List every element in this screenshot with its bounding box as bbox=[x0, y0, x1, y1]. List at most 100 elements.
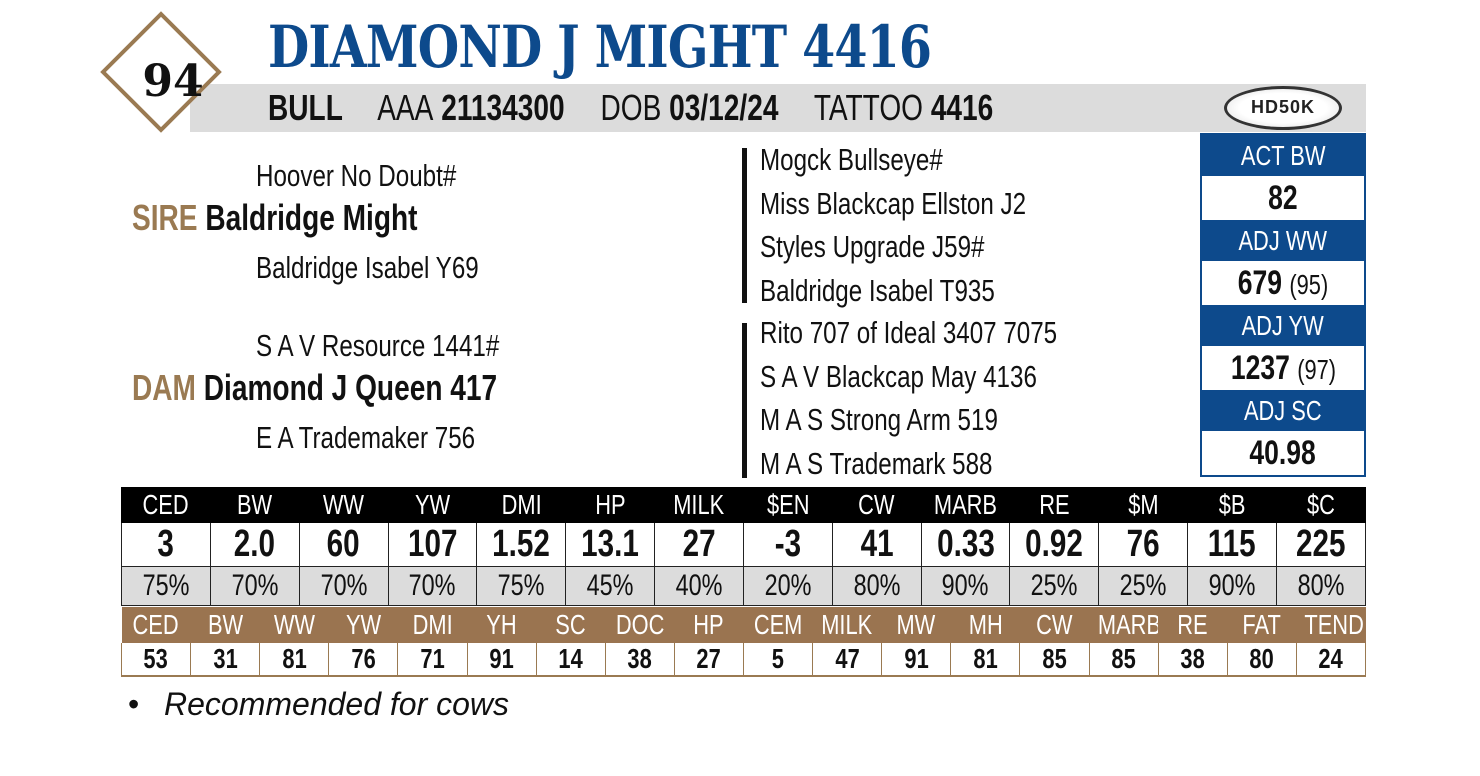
epd-percentile: 75% bbox=[476, 566, 567, 606]
rank-header: HP bbox=[674, 607, 744, 643]
performance-stats: ACT BW 82 ADJ WW 679 (95) ADJ YW 1237 (9… bbox=[1200, 133, 1366, 477]
stat-label: ADJ SC bbox=[1202, 390, 1364, 431]
epd-header: RE bbox=[1009, 487, 1100, 523]
epd-value: 76 bbox=[1098, 522, 1189, 567]
grandparent: Miss Blackcap Ellston J2 bbox=[760, 186, 1027, 221]
epd-percentile: 90% bbox=[920, 566, 1011, 606]
epd-value: 27 bbox=[654, 522, 744, 567]
epd-header: MILK bbox=[654, 487, 744, 523]
grandparent: S A V Blackcap May 4136 bbox=[760, 359, 1037, 394]
rank-value: 85 bbox=[1019, 643, 1090, 677]
rank-value: 81 bbox=[259, 643, 330, 677]
grandparent: M A S Strong Arm 519 bbox=[760, 402, 998, 437]
tattoo-label: TATTOO bbox=[813, 87, 924, 128]
epd-percentile: 20% bbox=[742, 566, 833, 606]
stat-label: ACT BW bbox=[1202, 135, 1364, 176]
dob-label: DOB bbox=[600, 87, 662, 128]
pedigree-bracket-dam bbox=[742, 323, 747, 478]
reg-number: 21134300 bbox=[441, 87, 565, 128]
dam-dam: E A Trademaker 756 bbox=[256, 420, 476, 455]
rank-value: 27 bbox=[673, 643, 744, 677]
grandparent: Baldridge Isabel T935 bbox=[760, 273, 995, 308]
epd-header: $M bbox=[1098, 487, 1189, 523]
pedigree-bracket-sire bbox=[742, 148, 747, 303]
rank-value: 38 bbox=[1157, 643, 1228, 677]
dam-sire: S A V Resource 1441# bbox=[256, 328, 500, 363]
epd-header: CED bbox=[121, 487, 211, 523]
sex: BULL bbox=[268, 87, 343, 128]
epd-percentile: 70% bbox=[209, 566, 300, 606]
epd-header: WW bbox=[298, 487, 389, 523]
epd-percentile: 25% bbox=[1009, 566, 1100, 606]
bullet-icon: • bbox=[128, 686, 140, 722]
epd-value: 41 bbox=[831, 522, 922, 567]
rank-header: CW bbox=[1019, 607, 1090, 643]
rank-value: 14 bbox=[535, 643, 606, 677]
rank-value: 91 bbox=[881, 643, 952, 677]
sire-role-label: SIRE bbox=[132, 197, 198, 238]
rank-value: 81 bbox=[950, 643, 1021, 677]
sire-name: Baldridge Might bbox=[205, 197, 418, 238]
epd-value: 2.0 bbox=[209, 522, 300, 567]
dam-name: Diamond J Queen 417 bbox=[203, 367, 498, 408]
epd-value: 13.1 bbox=[565, 522, 656, 567]
rank-header: RE bbox=[1158, 607, 1228, 643]
epd-percentile: 70% bbox=[298, 566, 389, 606]
stat-value: 1237 (97) bbox=[1202, 346, 1364, 390]
rank-header: BW bbox=[190, 607, 260, 643]
rank-header: DMI bbox=[397, 607, 468, 643]
rank-header: CED bbox=[121, 607, 191, 643]
animal-info: BULL AAA 21134300 DOB 03/12/24 TATTOO 4416 bbox=[268, 84, 1021, 132]
rank-header: FAT bbox=[1227, 607, 1297, 643]
rank-value: 38 bbox=[604, 643, 675, 677]
rank-header-row: CED BW WW YW DMI YH SC DOC HP CEM MILK M… bbox=[121, 607, 1366, 643]
rank-value: 47 bbox=[812, 643, 883, 677]
epd-percentile: 90% bbox=[1187, 566, 1277, 606]
logo-text: HD50K bbox=[1250, 97, 1316, 117]
epd-value: -3 bbox=[742, 522, 833, 567]
sire-sire: Hoover No Doubt# bbox=[256, 158, 457, 193]
sire-dam: Baldridge Isabel Y69 bbox=[256, 250, 479, 285]
grandparent: Mogck Bullseye# bbox=[760, 142, 943, 177]
epd-value: 1.52 bbox=[476, 522, 567, 567]
epd-value: 0.92 bbox=[1009, 522, 1100, 567]
stat-value: 679 (95) bbox=[1202, 261, 1364, 305]
dam-line: DAM Diamond J Queen 417 bbox=[132, 368, 497, 410]
epd-value-row: 3 2.0 60 107 1.52 13.1 27 -3 41 0.33 0.9… bbox=[121, 522, 1367, 567]
rank-header: MH bbox=[950, 607, 1020, 643]
info-band bbox=[190, 84, 1366, 132]
rank-value: 24 bbox=[1295, 643, 1367, 677]
epd-header: BW bbox=[209, 487, 300, 523]
rank-value: 5 bbox=[742, 643, 814, 677]
stat-value: 82 bbox=[1202, 176, 1364, 220]
epd-percentile: 25% bbox=[1098, 566, 1189, 606]
grandparent: M A S Trademark 588 bbox=[760, 446, 993, 481]
epd-percentile: 80% bbox=[1275, 566, 1367, 606]
rank-value: 71 bbox=[397, 643, 468, 677]
epd-percentile: 45% bbox=[565, 566, 656, 606]
epd-header: $B bbox=[1187, 487, 1277, 523]
rank-header: MILK bbox=[812, 607, 882, 643]
epd-value: 107 bbox=[387, 522, 478, 567]
epd-percentile: 40% bbox=[654, 566, 744, 606]
epd-value: 60 bbox=[298, 522, 389, 567]
rank-value: 76 bbox=[328, 643, 399, 677]
epd-value: 0.33 bbox=[920, 522, 1011, 567]
note-text: Recommended for cows bbox=[164, 686, 510, 722]
reg-label: AAA bbox=[377, 87, 434, 128]
epd-header: YW bbox=[387, 487, 478, 523]
epd-header-row: CED BW WW YW DMI HP MILK $EN CW MARB RE … bbox=[121, 487, 1367, 523]
epd-header: $C bbox=[1275, 487, 1367, 523]
stat-label: ADJ YW bbox=[1202, 305, 1364, 346]
epd-percentile: 70% bbox=[387, 566, 478, 606]
epd-header: HP bbox=[565, 487, 656, 523]
epd-header: MARB bbox=[920, 487, 1011, 523]
tattoo: 4416 bbox=[930, 87, 994, 128]
epd-value: 3 bbox=[121, 522, 211, 567]
hd50k-logo-icon: HD50K bbox=[1224, 86, 1342, 130]
stat-value: 40.98 bbox=[1202, 431, 1364, 475]
rank-header: CEM bbox=[743, 607, 813, 643]
epd-header: $EN bbox=[742, 487, 833, 523]
dob: 03/12/24 bbox=[669, 87, 779, 128]
lot-number: 94 bbox=[142, 56, 204, 107]
